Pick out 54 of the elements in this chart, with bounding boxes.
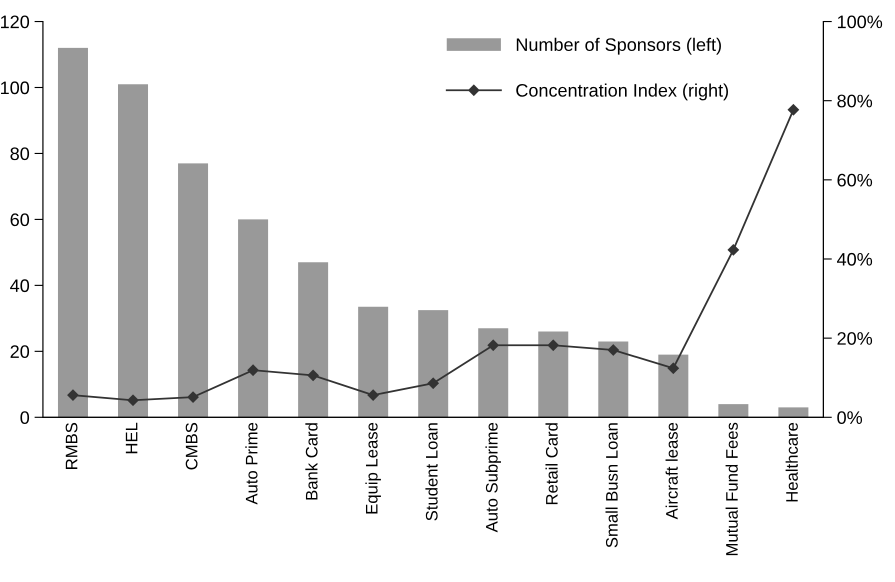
point: [308, 370, 319, 381]
x-tick-label: RMBS: [66, 422, 78, 469]
x-tick-label: Aircraft lease: [666, 422, 678, 520]
point: [488, 340, 499, 351]
x-tick-label: Auto Subprime: [485, 422, 501, 532]
bar: [538, 332, 568, 418]
point: [728, 244, 739, 256]
point: [187, 392, 199, 403]
bar: [58, 48, 88, 418]
y-tick-label: 100: [1, 81, 30, 94]
bar: [478, 328, 508, 418]
bar: [718, 404, 748, 418]
x-tick-label: Mutual Fund Fees: [726, 422, 738, 556]
bar: [118, 84, 148, 418]
bar: [238, 219, 268, 418]
x-tick-label: Student Loan: [425, 423, 438, 521]
y-tick-label: 0: [20, 411, 30, 424]
bar: [598, 341, 628, 418]
x-tick-label: CMBS: [186, 422, 198, 470]
x-tick-label: Small Busn Loan: [606, 423, 618, 548]
legend-label: Concentration Index (right): [516, 84, 728, 100]
point: [668, 362, 679, 374]
bar: [658, 354, 688, 418]
y-tick-label: 60: [10, 213, 30, 226]
x-tick-label: Auto Prime: [245, 422, 258, 505]
bar: [178, 163, 208, 418]
point: [368, 390, 379, 401]
point: [247, 364, 259, 376]
y-tick-label: 40: [10, 279, 30, 292]
x-tick-label: Equip Lease: [365, 422, 381, 514]
point: [608, 344, 619, 356]
y-tick-label: 20: [10, 345, 30, 358]
point: [428, 378, 439, 389]
point: [548, 340, 559, 351]
legend-label: Number of Sponsors (left): [516, 38, 721, 55]
y2-tick-label: 20%: [838, 332, 872, 345]
x-tick-label: Retail Card: [545, 423, 558, 504]
y-tick-label: 80: [10, 147, 30, 160]
y2-tick-label: 60%: [838, 174, 872, 187]
y2-tick-label: 40%: [837, 252, 872, 266]
bar: [298, 262, 328, 418]
x-tick-label: Healthcare: [786, 422, 798, 502]
bar: [358, 306, 388, 418]
y-tick-label: 120: [1, 15, 30, 28]
y2-tick-label: 80%: [837, 94, 872, 108]
point: [67, 390, 79, 401]
bar: [418, 310, 448, 418]
y2-tick-label: 100%: [838, 15, 882, 28]
x-tick-label: HEL: [126, 422, 138, 454]
bar: [778, 407, 808, 418]
point: [788, 104, 799, 116]
y2-tick-label: 0%: [837, 411, 862, 424]
point: [127, 394, 139, 406]
x-tick-label: Bank Card: [305, 423, 318, 500]
